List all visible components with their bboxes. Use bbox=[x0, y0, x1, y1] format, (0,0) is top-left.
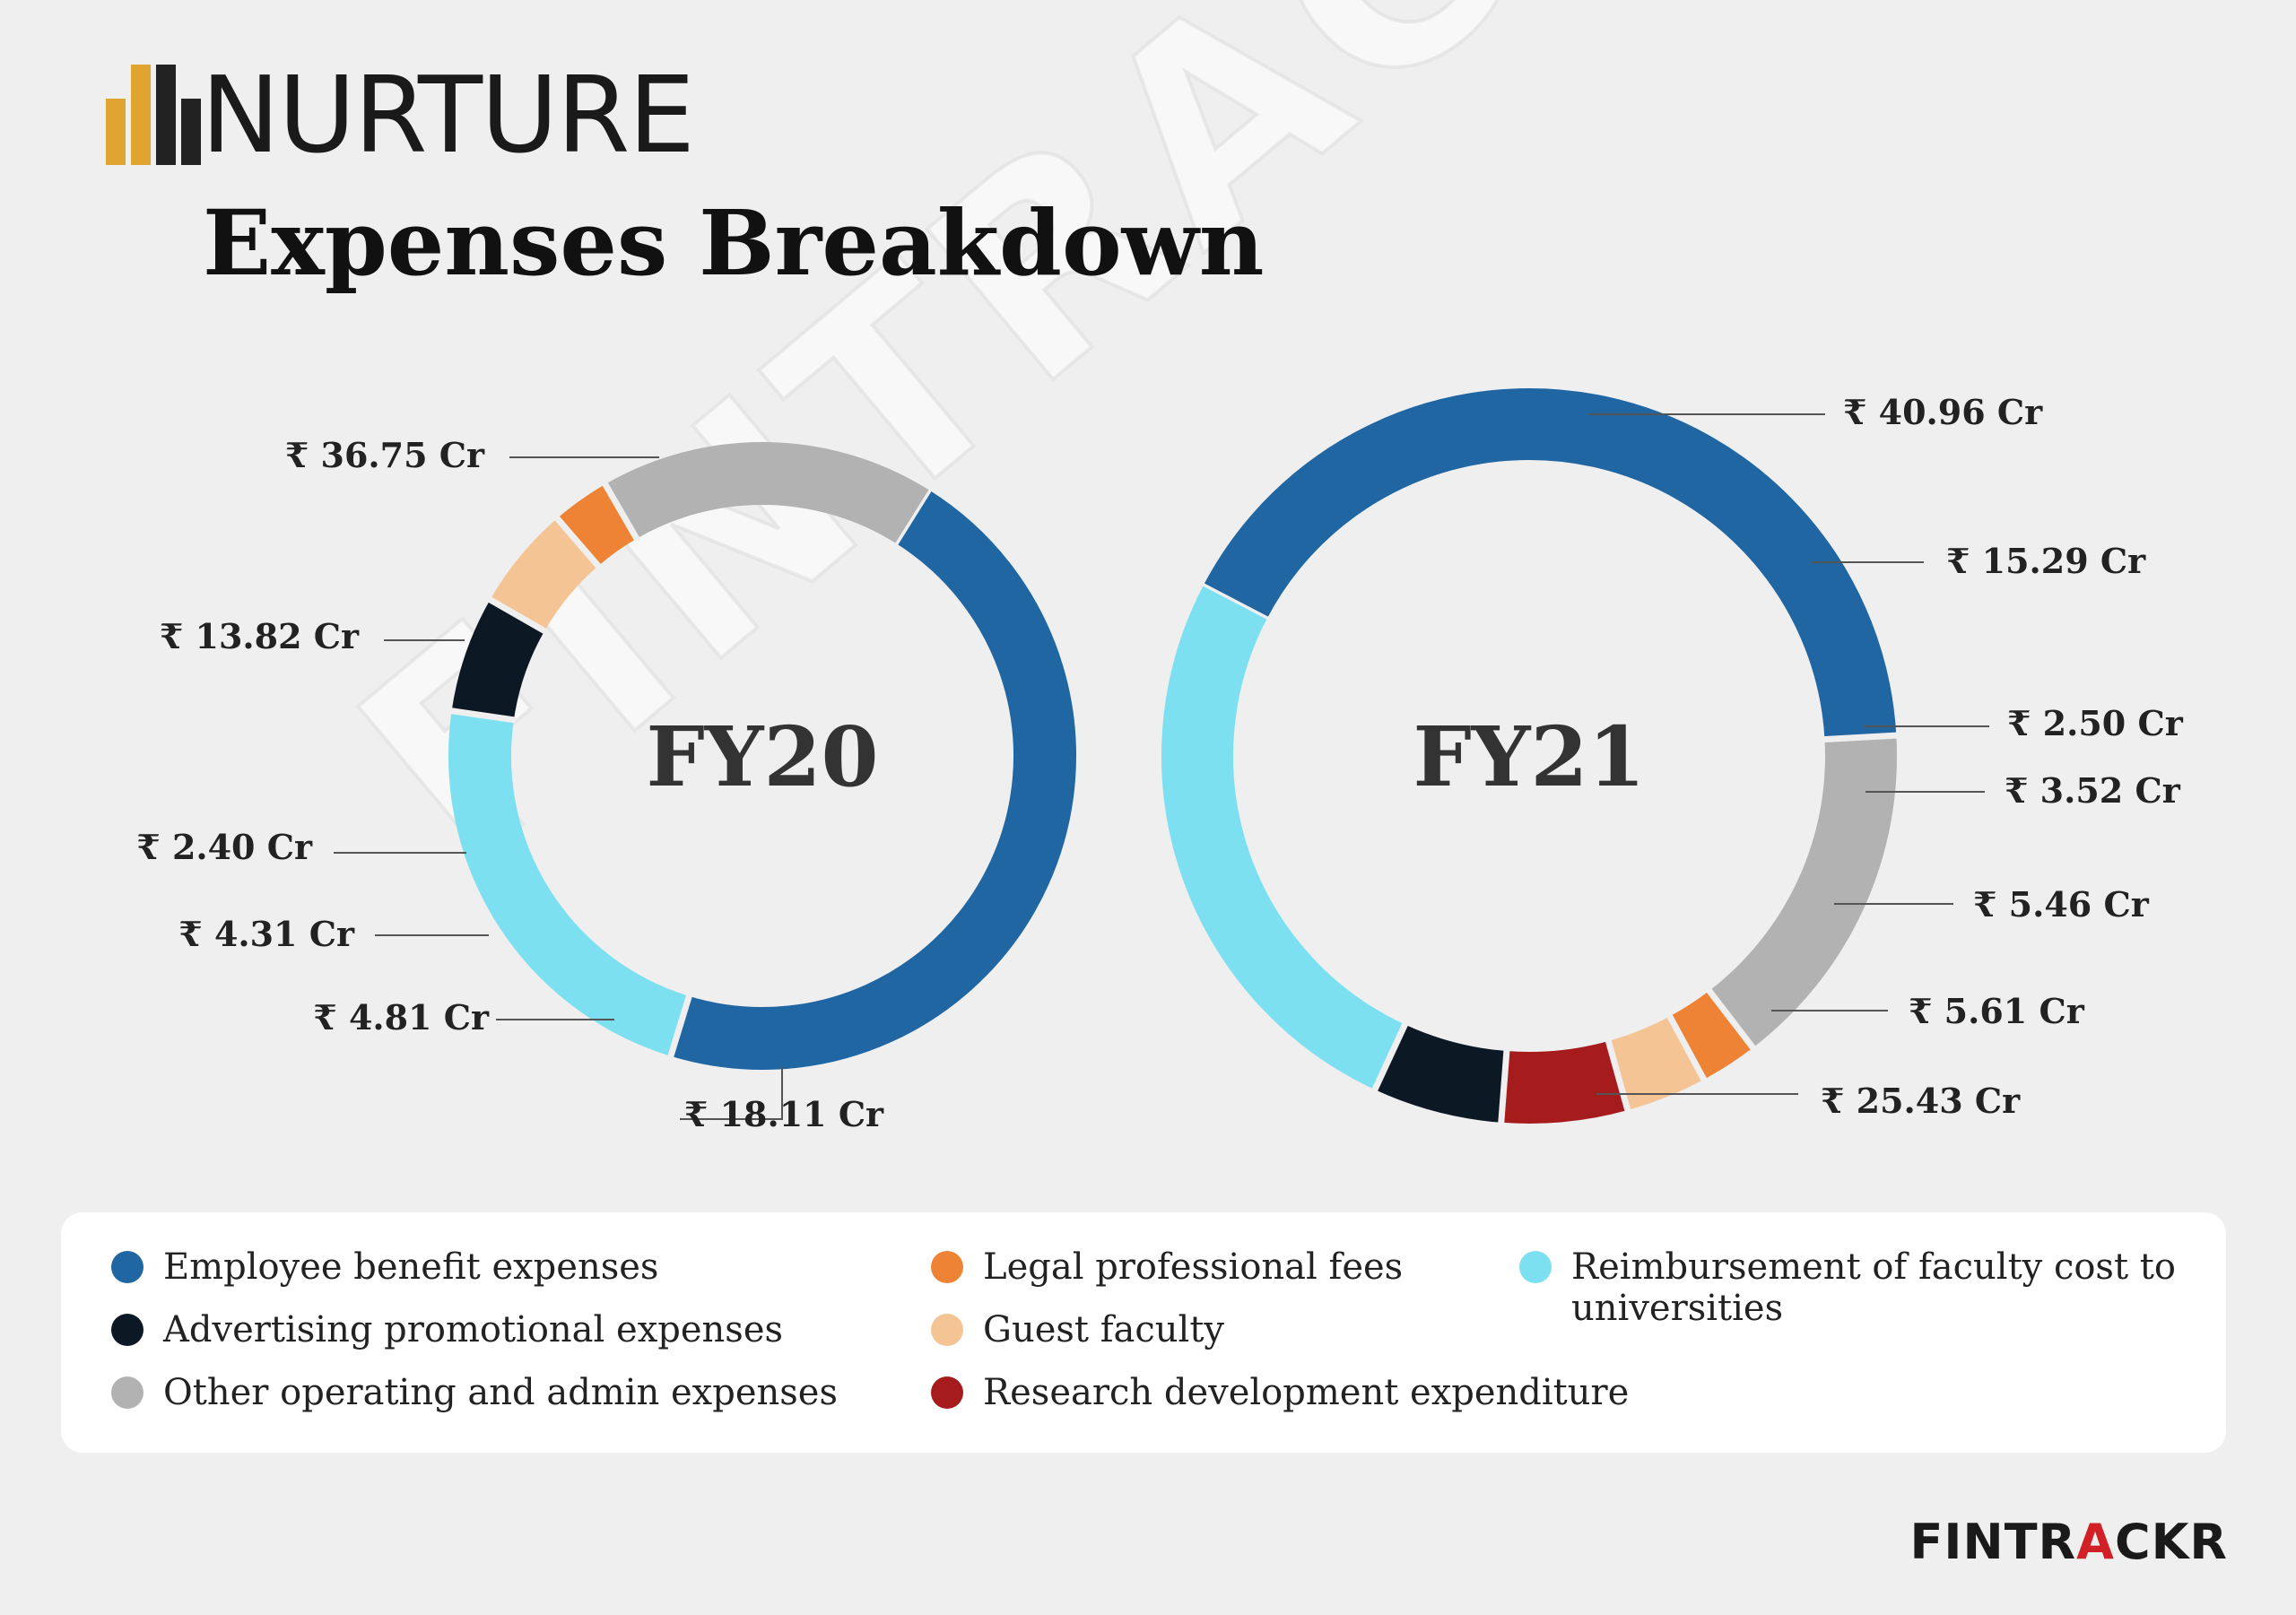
legend-item-advertising-promotional-expenses: Advertising promotional expenses bbox=[111, 1309, 783, 1350]
legend-label: Legal professional fees bbox=[983, 1246, 1404, 1288]
leader-line bbox=[680, 1067, 783, 1120]
legend-item-research-development-expenditure: Research development expenditure bbox=[931, 1372, 1629, 1413]
slice-advertising-promotional-expenses bbox=[451, 599, 545, 721]
legend-label: Guest faculty bbox=[983, 1309, 1224, 1350]
slice-separator bbox=[553, 515, 602, 569]
slice-other-operating-and-admin-expenses bbox=[604, 442, 929, 543]
legend-item-legal-professional-fees: Legal professional fees bbox=[931, 1246, 1403, 1288]
legend-label: Employee benefit expenses bbox=[163, 1246, 659, 1288]
slice-separator bbox=[449, 708, 517, 724]
slice-separator bbox=[486, 595, 548, 635]
slice-legal-professional-fees bbox=[1669, 990, 1753, 1080]
slice-research-development-expenditure bbox=[1500, 1040, 1628, 1124]
slice-separator bbox=[1705, 987, 1757, 1052]
slice-separator bbox=[1822, 732, 1899, 743]
donut-fy20: ₹ 36.75 Cr ₹ 18.11 Cr ₹ 4.81 Cr ₹ 4.31 Cr ₹ … bbox=[136, 435, 1076, 1134]
value-label: ₹ 4.81 Cr bbox=[313, 997, 490, 1038]
brand-prefix: FINTR bbox=[1909, 1514, 2077, 1570]
fintrackr-brand: FINTRACKR bbox=[1910, 1515, 2228, 1569]
legend-label: Advertising promotional expenses bbox=[163, 1309, 784, 1350]
nurture-logo: NURTURE bbox=[106, 59, 734, 170]
center-label-fy20: FY20 bbox=[646, 708, 878, 805]
value-label: ₹ 2.50 Cr bbox=[2007, 703, 2184, 743]
legend-dot-icon bbox=[111, 1376, 144, 1409]
brand-accent: A bbox=[2076, 1514, 2115, 1570]
nurture-logo-text: NURTURE bbox=[201, 53, 695, 177]
legend-item-other-operating-and-admin-expenses: Other operating and admin expenses bbox=[111, 1372, 838, 1413]
value-label: ₹ 5.61 Cr bbox=[1909, 991, 2085, 1031]
value-label: ₹ 36.75 Cr bbox=[285, 435, 485, 475]
legend-label: Research development expenditure bbox=[983, 1372, 1630, 1413]
legend-item-employee-benefit-expenses: Employee benefit expenses bbox=[111, 1246, 658, 1288]
legend-label: Other operating and admin expenses bbox=[163, 1372, 838, 1413]
value-label: ₹ 5.46 Cr bbox=[1973, 884, 2150, 925]
value-label: ₹ 18.11 Cr bbox=[684, 1094, 884, 1134]
slice-advertising-promotional-expenses bbox=[1374, 1024, 1508, 1123]
slice-guest-faculty bbox=[490, 518, 599, 632]
slice-reimbursement-of-faculty-cost-to-universities bbox=[448, 710, 690, 1056]
slice-employee-benefit-expenses bbox=[670, 490, 1076, 1070]
slice-separator bbox=[1370, 1021, 1409, 1093]
slice-reimbursement-of-faculty-cost-to-universities bbox=[1161, 586, 1405, 1090]
brand-suffix: CKR bbox=[2114, 1514, 2228, 1570]
slice-separator bbox=[1665, 1012, 1708, 1083]
slice-guest-faculty bbox=[1607, 1016, 1704, 1111]
value-label: ₹ 40.96 Cr bbox=[1843, 392, 2043, 432]
page-title: Expenses Breakdown bbox=[203, 190, 1265, 296]
slice-separator bbox=[666, 993, 693, 1059]
value-label: ₹ 13.82 Cr bbox=[160, 616, 360, 656]
slice-other-operating-and-admin-expenses bbox=[1709, 735, 1897, 1048]
legend-dot-icon bbox=[111, 1314, 144, 1346]
center-label-fy21: FY21 bbox=[1413, 708, 1645, 805]
legend-item-reimbursement-of-faculty-cost-to-universities: Reimbursement of faculty cost to univers… bbox=[1519, 1246, 2217, 1329]
value-label: ₹ 15.29 Cr bbox=[1946, 541, 2146, 581]
nurture-logo-mark-icon bbox=[106, 65, 201, 165]
slice-separator bbox=[601, 481, 640, 543]
legend-dot-icon bbox=[931, 1251, 963, 1283]
slice-employee-benefit-expenses bbox=[1203, 388, 1897, 740]
slice-separator bbox=[1498, 1048, 1510, 1125]
legend-dot-icon bbox=[1519, 1251, 1552, 1283]
value-label: ₹ 4.31 Cr bbox=[178, 914, 355, 954]
value-label: ₹ 25.43 Cr bbox=[1821, 1081, 2021, 1121]
slice-separator bbox=[1605, 1038, 1631, 1113]
legend-dot-icon bbox=[931, 1314, 963, 1346]
legend-item-guest-faculty: Guest faculty bbox=[931, 1309, 1224, 1350]
legend-label: Reimbursement of faculty cost to univers… bbox=[1571, 1246, 2176, 1329]
legend: Employee benefit expenses Advertising pro… bbox=[61, 1212, 2226, 1453]
value-label: ₹ 2.40 Cr bbox=[136, 827, 313, 867]
donut-fy21: ₹ 40.96 Cr ₹ 15.29 Cr ₹ 2.50 Cr ₹ 3.52 Cr ₹ … bbox=[1161, 388, 2184, 1125]
value-label: ₹ 3.52 Cr bbox=[2005, 770, 2181, 811]
slice-legal-professional-fees bbox=[557, 483, 638, 567]
legend-dot-icon bbox=[111, 1251, 144, 1283]
legend-dot-icon bbox=[931, 1376, 963, 1409]
